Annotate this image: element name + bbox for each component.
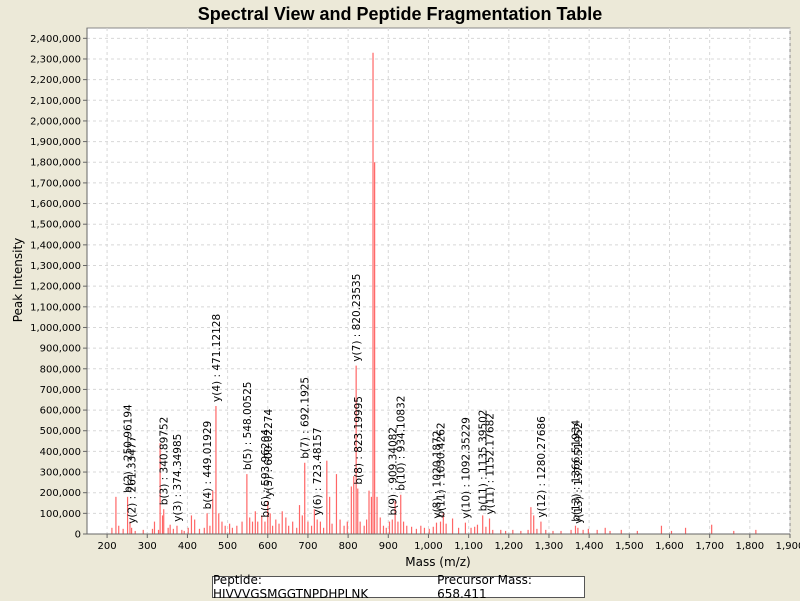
axes: 0 100,000 200,000 300,000 400,000 500,000 600,… <box>30 28 800 552</box>
peptide-label: Peptide: HIVVVGSMGGTNPDHPLNK <box>213 573 369 601</box>
y-tick-label: 500,000 <box>40 426 81 437</box>
fragment-annotation: b(8) : 823.19995 <box>353 396 365 485</box>
y-tick-label: 600,000 <box>40 406 81 417</box>
fragment-annotation: b(4) : 449.01929 <box>202 421 214 510</box>
fragment-annotation: b(2) : 250.96194 <box>123 404 135 493</box>
x-tick-label: 600 <box>258 541 277 552</box>
x-tick-label: 1,200 <box>494 541 523 552</box>
fragment-annotation: b(3) : 340.89752 <box>159 417 171 506</box>
x-tick-label: 300 <box>138 541 157 552</box>
fragment-annotation: y(12) : 1280.27686 <box>536 416 548 518</box>
y-tick-label: 800,000 <box>40 364 81 375</box>
x-tick-label: 400 <box>178 541 197 552</box>
y-tick-label: 1,700,000 <box>30 178 81 189</box>
fragment-annotation: b(6) : 593.96204 <box>260 429 272 518</box>
y-tick-label: 1,500,000 <box>30 220 81 231</box>
y-tick-label: 1,800,000 <box>30 158 81 169</box>
chart-title: Spectral View and Peptide Fragmentation … <box>198 4 602 24</box>
fragment-annotation: b(10) : 934.10832 <box>396 396 408 491</box>
y-axis-label: Peak Intensity <box>11 238 25 323</box>
x-tick-label: 1,800 <box>736 541 765 552</box>
fragment-annotation: y(3) : 374.34985 <box>172 434 184 522</box>
x-tick-label: 1,100 <box>454 541 483 552</box>
y-tick-label: 1,900,000 <box>30 137 81 148</box>
fragment-annotation: y(2) : 261.33477 <box>127 436 139 524</box>
x-tick-label: 1,900 <box>776 541 800 552</box>
fragment-annotation: b(7) : 692.1925 <box>300 377 312 459</box>
x-tick-label: 1,400 <box>575 541 604 552</box>
x-tick-label: 1,700 <box>695 541 724 552</box>
fragment-annotation: b(9) : 909.34082 <box>387 427 399 516</box>
y-tick-label: 2,100,000 <box>30 96 81 107</box>
y-tick-label: 0 <box>75 530 81 541</box>
x-tick-label: 900 <box>379 541 398 552</box>
fragment-annotation: y(11) : 1152.17682 <box>485 413 497 514</box>
fragment-annotation: y(10) : 1092.35229 <box>460 417 472 518</box>
y-tick-label: 1,200,000 <box>30 282 81 293</box>
y-tick-label: 1,300,000 <box>30 261 81 272</box>
precursor-mass-label: Precursor Mass: 658.411 <box>437 573 532 601</box>
x-tick-label: 1,300 <box>535 541 564 552</box>
y-tick-label: 1,600,000 <box>30 199 81 210</box>
x-tick-label: 700 <box>298 541 317 552</box>
fragment-annotation: y(4) : 471.12128 <box>211 314 223 402</box>
y-tick-label: 2,300,000 <box>30 54 81 65</box>
fragment-annotation: b(5) : 548.00525 <box>242 382 254 471</box>
y-tick-label: 2,200,000 <box>30 75 81 86</box>
x-tick-label: 1,000 <box>414 541 443 552</box>
y-tick-label: 1,100,000 <box>30 302 81 313</box>
plot-area <box>86 27 791 535</box>
y-tick-label: 2,000,000 <box>30 116 81 127</box>
y-tick-label: 200,000 <box>40 488 81 499</box>
peak-series <box>111 52 757 534</box>
y-tick-label: 700,000 <box>40 385 81 396</box>
y-tick-label: 100,000 <box>40 509 81 520</box>
x-tick-label: 1,500 <box>615 541 644 552</box>
gridlines <box>87 28 791 535</box>
y-tick-label: 2,400,000 <box>30 34 81 45</box>
x-tick-label: 1,600 <box>655 541 684 552</box>
x-tick-label: 800 <box>339 541 358 552</box>
fragment-annotation: y(7) : 820.23535 <box>351 274 363 362</box>
x-tick-label: 500 <box>218 541 237 552</box>
x-tick-label: 200 <box>98 541 117 552</box>
y-tick-label: 400,000 <box>40 447 81 458</box>
fragment-annotation: b(13) : 1366.51934 <box>570 420 582 522</box>
y-tick-label: 1,000,000 <box>30 323 81 334</box>
fragment-annotation: y(13) : 1372.51952 <box>573 422 585 523</box>
fragment-annotation: b(11) : 1030.4262 <box>436 422 448 517</box>
fragment-annotation: y(8) : 1020.1872 <box>431 431 443 519</box>
fragment-annotation: y(6) : 723.48157 <box>312 427 324 515</box>
y-tick-label: 300,000 <box>40 468 81 479</box>
legend-box: Peptide: HIVVVGSMGGTNPDHPLNK Precursor M… <box>212 573 585 601</box>
x-axis-label: Mass (m/z) <box>405 555 470 569</box>
fragment-annotation: y(5) : 600.02274 <box>263 409 275 497</box>
fragment-annotation: b(11) : 1135.39502 <box>478 410 490 512</box>
y-tick-label: 1,400,000 <box>30 240 81 251</box>
y-tick-label: 900,000 <box>40 344 81 355</box>
